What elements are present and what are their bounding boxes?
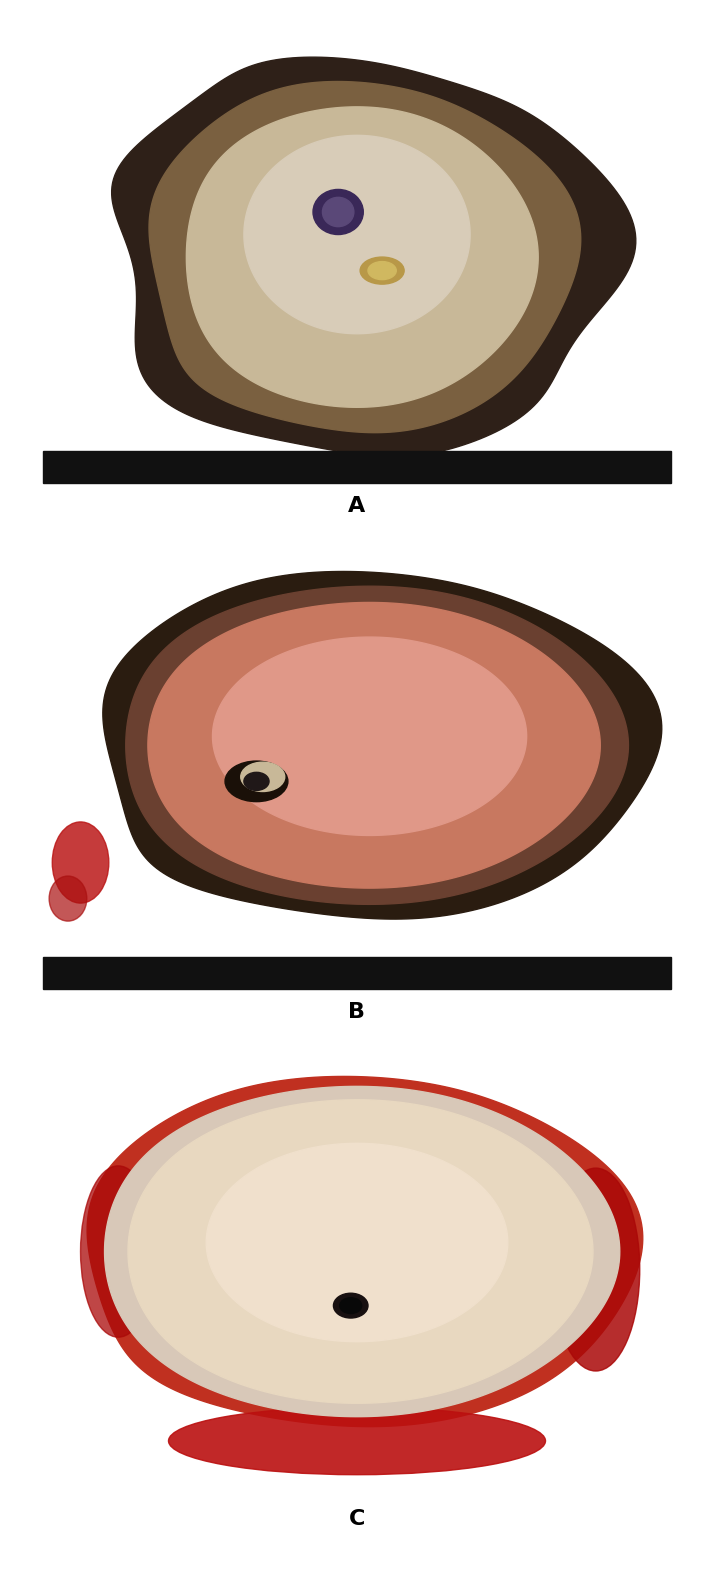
Ellipse shape	[313, 190, 363, 234]
Ellipse shape	[333, 1292, 368, 1318]
Ellipse shape	[323, 198, 354, 226]
Text: C: C	[349, 1509, 365, 1528]
Polygon shape	[103, 571, 662, 919]
Ellipse shape	[225, 761, 288, 802]
Ellipse shape	[169, 1406, 545, 1474]
Ellipse shape	[81, 1166, 156, 1337]
Ellipse shape	[52, 823, 109, 903]
Text: A: A	[348, 497, 366, 516]
Text: B: B	[348, 1003, 366, 1022]
Polygon shape	[111, 57, 635, 457]
Ellipse shape	[241, 763, 285, 791]
Polygon shape	[87, 1076, 643, 1427]
Ellipse shape	[49, 876, 87, 921]
Ellipse shape	[360, 256, 404, 285]
Ellipse shape	[552, 1168, 640, 1372]
Ellipse shape	[340, 1297, 362, 1313]
Ellipse shape	[244, 772, 269, 791]
Bar	[43, 957, 671, 989]
Polygon shape	[213, 638, 527, 835]
Polygon shape	[244, 136, 470, 334]
Polygon shape	[186, 108, 538, 407]
Polygon shape	[149, 82, 580, 432]
Polygon shape	[206, 1144, 508, 1342]
Bar	[43, 451, 671, 483]
Polygon shape	[104, 1087, 620, 1416]
Polygon shape	[128, 1099, 593, 1403]
Polygon shape	[148, 603, 600, 888]
Ellipse shape	[368, 261, 396, 280]
Polygon shape	[126, 587, 628, 905]
